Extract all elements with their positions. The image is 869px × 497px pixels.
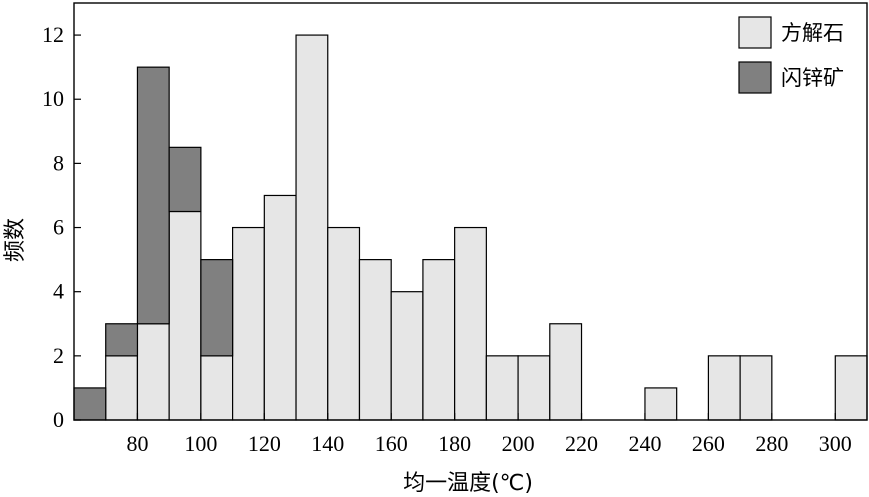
bar-calcite-80 (136, 323, 170, 421)
x-axis-ticks: 80 100 120 140 160 180 200 220 240 260 280 300 (126, 413, 852, 456)
bar-sphalerite-90 (168, 146, 202, 213)
bar-sphalerite-60 (73, 387, 107, 421)
x-tick-label: 160 (375, 431, 408, 456)
plot-frame (73, 2, 868, 421)
y-axis-ticks: 0 2 4 6 8 10 12 (42, 22, 81, 432)
bar-sphalerite-80 (136, 66, 170, 325)
y-axis-title: 频数 (3, 218, 28, 262)
x-tick-label: 300 (819, 431, 852, 456)
bar-calcite-240 (644, 387, 678, 421)
bar-calcite-210 (549, 323, 583, 421)
y-tick-label: 4 (53, 279, 64, 304)
bar-calcite-110 (232, 226, 265, 421)
y-tick-label: 0 (53, 407, 64, 432)
bar-sphalerite-100 (200, 259, 234, 357)
x-tick-label: 80 (126, 431, 148, 456)
x-tick-label: 140 (311, 431, 344, 456)
bar-calcite-170 (422, 259, 456, 421)
legend-swatch-calcite (738, 16, 772, 49)
bar-calcite-200 (517, 355, 551, 421)
x-tick-label: 200 (502, 431, 535, 456)
y-tick-label: 10 (42, 86, 64, 111)
bar-calcite-160 (390, 291, 424, 421)
bar-calcite-300 (834, 355, 868, 421)
bar-calcite-140 (327, 226, 361, 421)
bar-calcite-260 (707, 355, 741, 421)
x-tick-label: 220 (565, 431, 598, 456)
x-tick-label: 260 (692, 431, 725, 456)
y-tick-label: 6 (53, 215, 64, 240)
bar-calcite-130 (295, 34, 329, 421)
bar-calcite-150 (358, 259, 392, 421)
bar-calcite-270 (739, 355, 773, 421)
x-tick-label: 240 (628, 431, 661, 456)
x-tick-label: 280 (755, 431, 788, 456)
bars-group (73, 34, 868, 421)
y-tick-label: 2 (53, 343, 64, 368)
x-tick-label: 100 (184, 431, 217, 456)
legend-label-calcite: 方解石 (781, 21, 844, 45)
bar-calcite-90 (168, 210, 202, 421)
bar-calcite-180 (454, 226, 487, 421)
y-tick-label: 8 (53, 150, 64, 175)
x-axis-title: 均一温度(℃) (403, 471, 533, 496)
bar-calcite-190 (485, 355, 519, 421)
bar-calcite-70 (105, 355, 139, 421)
bar-sphalerite-70 (105, 323, 139, 357)
legend-swatch-sphalerite (738, 61, 772, 94)
x-tick-label: 180 (438, 431, 471, 456)
legend-label-sphalerite: 闪锌矿 (781, 66, 844, 90)
bar-calcite-100 (200, 355, 234, 421)
x-tick-label: 120 (248, 431, 281, 456)
bar-calcite-120 (263, 194, 297, 421)
y-tick-label: 12 (42, 22, 64, 47)
